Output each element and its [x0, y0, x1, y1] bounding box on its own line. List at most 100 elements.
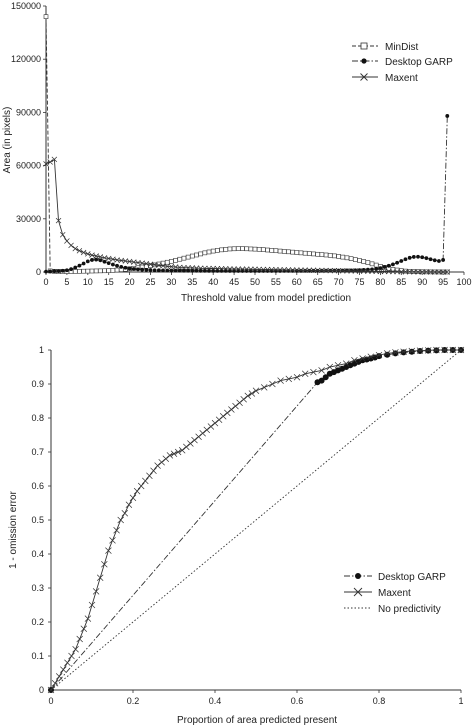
top-point-mindist — [294, 250, 300, 255]
top-point-maxent — [177, 264, 183, 271]
top-point-maxent — [411, 269, 417, 275]
top-point-desktop-garp — [299, 268, 303, 273]
bottom-x-tick-label: 1 — [458, 696, 463, 706]
top-point-maxent — [243, 266, 250, 272]
top-y-tick-label: 0 — [36, 267, 41, 277]
top-x-ticks: 0 5 10 15 20 25 30 35 40 45 50 55 60 65 70 75 80 85 90 95 10… — [43, 272, 472, 287]
top-point-mindist — [85, 268, 91, 274]
top-point-mindist — [336, 254, 341, 259]
legend-garp-marker — [361, 58, 367, 64]
bottom-point-maxent — [252, 387, 260, 395]
top-point-maxent — [281, 267, 288, 273]
top-point-maxent — [427, 269, 434, 275]
top-point-maxent — [214, 265, 221, 272]
top-point-maxent — [356, 268, 363, 274]
top-point-maxent — [93, 253, 99, 259]
top-point-mindist — [102, 268, 107, 274]
bottom-point-maxent — [174, 448, 182, 456]
bottom-point-maxent — [166, 452, 174, 459]
top-point-desktop-garp — [403, 257, 408, 262]
top-point-desktop-garp — [236, 269, 241, 273]
bottom-point-maxent — [211, 419, 219, 427]
top-point-mindist — [169, 259, 174, 264]
top-point-maxent — [252, 266, 258, 273]
top-point-desktop-garp — [169, 268, 174, 273]
legend-nopred-label: No predictivity — [378, 604, 441, 615]
top-point-maxent — [335, 267, 342, 274]
top-point-mindist — [81, 268, 86, 274]
bottom-point-maxent — [301, 370, 309, 378]
top-point-maxent — [185, 264, 191, 271]
top-point-desktop-garp — [123, 265, 128, 270]
top-x-tick-label: 65 — [313, 277, 323, 287]
top-point-mindist — [327, 253, 333, 258]
top-point-maxent — [444, 269, 451, 275]
bottom-point-maxent — [88, 601, 96, 609]
top-x-tick-label: 0 — [43, 277, 48, 287]
top-point-maxent — [327, 267, 333, 274]
bottom-point-maxent — [228, 406, 235, 413]
bottom-point-maxent — [76, 635, 83, 643]
top-y-tick-label: 120000 — [11, 54, 41, 64]
top-point-mindist — [43, 14, 49, 19]
bottom-point-maxent — [121, 509, 129, 517]
top-y-axis-label: Area (in pixels) — [2, 107, 13, 174]
bottom-point-maxent — [137, 482, 145, 490]
top-series-line-maxent — [45, 158, 448, 273]
bottom-y-tick-label: 0.6 — [31, 481, 44, 491]
top-point-mindist — [265, 247, 270, 253]
top-point-maxent — [256, 266, 262, 273]
bottom-point-maxent — [158, 458, 165, 466]
top-point-desktop-garp — [424, 256, 429, 261]
bottom-point-maxent — [383, 350, 391, 357]
top-point-mindist — [240, 246, 245, 251]
top-point-desktop-garp — [65, 268, 69, 273]
bottom-point-maxent — [441, 346, 448, 354]
top-point-maxent — [97, 254, 104, 260]
bottom-point-maxent — [232, 402, 239, 410]
legend-garp-label-2: Desktop GARP — [378, 572, 446, 583]
top-point-desktop-garp — [148, 268, 153, 272]
threshold-area-chart: 0 5 10 15 20 25 30 35 40 45 50 55 60 65 70 75 80 85 90 95 10… — [2, 1, 472, 304]
top-x-tick-label: 90 — [417, 277, 427, 287]
omission-curve-chart: 0 0.2 0.4 0.6 0.8 1 0 0.1 0.2 0.3 0.4 0.5 0.6 0.7 0.8… — [8, 345, 465, 726]
top-point-mindist — [89, 268, 95, 274]
top-point-desktop-garp — [106, 261, 111, 266]
top-x-tick-label: 80 — [375, 277, 385, 287]
top-point-mindist — [206, 249, 212, 255]
top-x-tick-label: 55 — [271, 277, 281, 287]
bottom-y-tick-label: 0.3 — [31, 583, 44, 593]
top-point-desktop-garp — [60, 268, 65, 273]
bottom-x-tick-label: 0.4 — [209, 696, 222, 706]
top-point-mindist — [77, 268, 82, 274]
bottom-point-maxent — [191, 436, 198, 444]
top-x-tick-label: 70 — [334, 277, 344, 287]
top-point-mindist — [227, 246, 233, 252]
top-x-tick-label: 25 — [145, 277, 155, 287]
top-point-mindist — [261, 247, 266, 252]
top-point-maxent — [352, 268, 359, 274]
bottom-point-maxent — [269, 380, 276, 388]
top-point-desktop-garp — [349, 268, 354, 273]
top-point-maxent — [206, 265, 212, 272]
top-point-desktop-garp — [194, 268, 199, 273]
bottom-point-maxent — [195, 433, 202, 440]
bottom-y-axis-label: 1 - omission error — [8, 490, 19, 568]
top-point-maxent — [440, 269, 446, 275]
bottom-point-maxent — [367, 353, 375, 361]
bottom-point-maxent — [117, 516, 124, 524]
top-point-mindist — [106, 268, 111, 273]
bottom-point-maxent — [64, 659, 71, 667]
top-point-desktop-garp — [303, 268, 308, 273]
top-point-mindist — [298, 250, 304, 256]
top-point-maxent — [55, 217, 62, 224]
top-point-maxent — [239, 266, 246, 272]
top-point-maxent — [377, 268, 384, 275]
bottom-y-tick-label: 1 — [39, 345, 44, 355]
bottom-y-tick-label: 0 — [39, 685, 44, 695]
bottom-point-maxent — [326, 363, 334, 371]
top-point-mindist — [194, 252, 199, 258]
top-point-maxent — [406, 269, 413, 275]
top-point-maxent — [85, 251, 91, 257]
top-point-mindist — [269, 248, 275, 253]
